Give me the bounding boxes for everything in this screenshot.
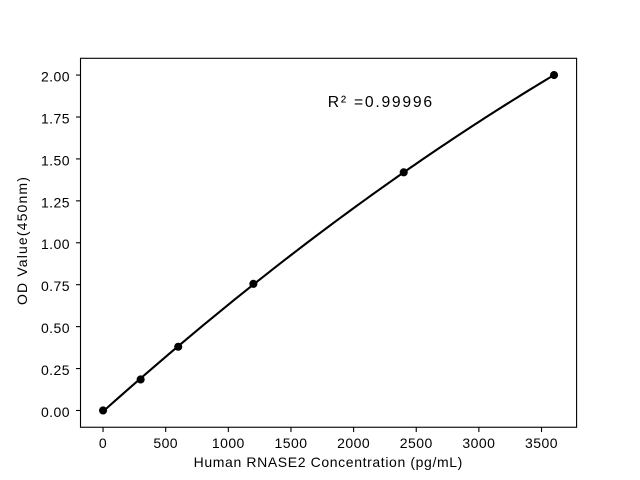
svg-text:0: 0 bbox=[99, 435, 107, 451]
svg-text:3500: 3500 bbox=[525, 435, 558, 451]
svg-text:1.75: 1.75 bbox=[41, 110, 70, 126]
svg-text:0.00: 0.00 bbox=[41, 404, 70, 420]
svg-text:1.50: 1.50 bbox=[41, 152, 70, 168]
svg-text:2000: 2000 bbox=[337, 435, 370, 451]
svg-text:0.75: 0.75 bbox=[41, 278, 70, 294]
svg-text:OD Value(450nm): OD Value(450nm) bbox=[14, 176, 30, 305]
svg-text:0.25: 0.25 bbox=[41, 362, 70, 378]
svg-text:3000: 3000 bbox=[462, 435, 495, 451]
svg-text:2500: 2500 bbox=[400, 435, 433, 451]
svg-text:1.25: 1.25 bbox=[41, 194, 70, 210]
svg-text:0.50: 0.50 bbox=[41, 320, 70, 336]
svg-text:R² =0.99996: R² =0.99996 bbox=[328, 94, 434, 111]
svg-text:1500: 1500 bbox=[274, 435, 307, 451]
svg-text:1000: 1000 bbox=[212, 435, 245, 451]
svg-text:1.00: 1.00 bbox=[41, 236, 70, 252]
svg-text:Human RNASE2 Concentration (pg: Human RNASE2 Concentration (pg/mL) bbox=[194, 454, 463, 470]
svg-text:2.00: 2.00 bbox=[41, 68, 70, 84]
svg-text:500: 500 bbox=[153, 435, 178, 451]
